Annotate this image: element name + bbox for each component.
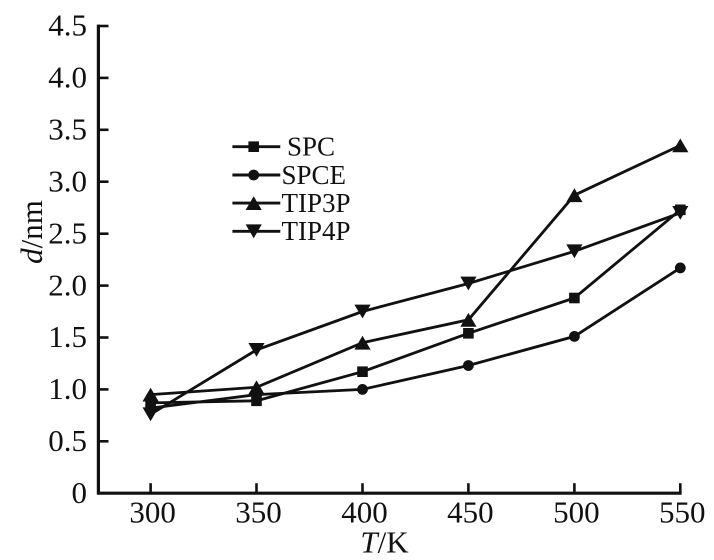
svg-text:d/nm: d/nm xyxy=(14,200,49,264)
svg-text:1.0: 1.0 xyxy=(48,371,87,406)
svg-text:0: 0 xyxy=(72,475,88,510)
svg-text:TIP4P: TIP4P xyxy=(282,216,351,246)
svg-text:500: 500 xyxy=(553,495,600,530)
svg-text:1.5: 1.5 xyxy=(48,319,87,354)
svg-text:300: 300 xyxy=(129,495,176,530)
svg-text:350: 350 xyxy=(235,495,282,530)
svg-text:3.0: 3.0 xyxy=(48,163,87,198)
svg-text:0.5: 0.5 xyxy=(48,423,87,458)
svg-text:2.5: 2.5 xyxy=(48,215,87,250)
svg-text:400: 400 xyxy=(341,495,388,530)
svg-text:3.5: 3.5 xyxy=(48,112,87,147)
svg-text:TIP3P: TIP3P xyxy=(282,188,351,218)
svg-text:4.0: 4.0 xyxy=(48,60,87,95)
svg-text:T/K: T/K xyxy=(360,525,409,560)
svg-text:550: 550 xyxy=(659,495,706,530)
svg-text:2.0: 2.0 xyxy=(48,267,87,302)
svg-text:SPC: SPC xyxy=(287,132,335,162)
svg-text:450: 450 xyxy=(447,495,494,530)
svg-text:4.5: 4.5 xyxy=(48,8,87,43)
svg-text:SPCE: SPCE xyxy=(282,160,347,190)
